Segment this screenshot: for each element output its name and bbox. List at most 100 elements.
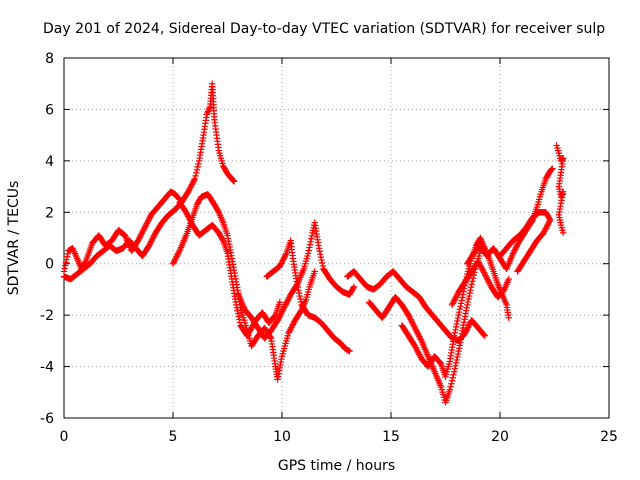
data-point — [61, 265, 68, 272]
data-point — [407, 316, 414, 323]
data-point — [280, 255, 287, 263]
series-track-b — [60, 80, 238, 283]
data-point — [457, 300, 465, 307]
data-point — [411, 323, 418, 330]
data-point — [283, 298, 291, 305]
data-point — [465, 292, 473, 300]
data-point — [453, 293, 460, 300]
data-point — [455, 311, 462, 319]
data-point — [448, 380, 455, 387]
data-point — [451, 297, 458, 304]
data-point — [138, 230, 145, 237]
data-point — [171, 256, 179, 263]
data-point — [194, 163, 201, 171]
data-point — [280, 254, 288, 261]
data-point — [546, 218, 553, 225]
x-tick-label: 15 — [382, 429, 400, 445]
data-point — [405, 311, 412, 319]
data-point — [452, 362, 459, 370]
data-point — [318, 259, 326, 267]
data-point — [306, 241, 314, 248]
data-point — [315, 245, 323, 252]
data-point — [456, 306, 464, 313]
series-track-a — [60, 188, 183, 275]
data-point — [140, 225, 148, 233]
data-point — [317, 253, 325, 261]
data-point — [448, 301, 456, 309]
data-point — [481, 270, 488, 278]
data-point — [505, 275, 512, 283]
series-track-j — [448, 257, 512, 309]
data-point — [485, 279, 493, 286]
data-point — [63, 256, 70, 263]
data-point — [145, 217, 152, 224]
data-point — [452, 359, 460, 367]
data-point — [278, 260, 285, 267]
series-track-g — [344, 268, 488, 345]
data-point — [350, 283, 358, 291]
data-point — [479, 266, 486, 273]
data-point — [290, 319, 297, 327]
data-point — [462, 328, 470, 335]
data-point — [171, 257, 178, 265]
y-tick-label: 2 — [45, 205, 54, 221]
data-point — [307, 238, 314, 245]
data-point — [451, 365, 459, 372]
data-point — [294, 281, 301, 288]
data-point — [276, 299, 284, 306]
data-point — [170, 259, 177, 266]
data-point — [512, 244, 520, 251]
data-point — [546, 216, 554, 224]
data-point — [450, 371, 457, 378]
data-point — [276, 312, 284, 320]
data-point — [454, 350, 462, 358]
data-point — [280, 305, 287, 313]
data-point — [184, 211, 191, 219]
data-point — [278, 308, 286, 315]
data-point — [277, 311, 284, 318]
data-point — [150, 233, 157, 241]
data-point — [172, 254, 180, 262]
data-point — [289, 321, 297, 328]
data-point — [512, 245, 519, 253]
series-track-m — [553, 142, 567, 237]
data-point — [141, 224, 148, 231]
data-point — [308, 232, 316, 239]
data-point — [195, 160, 202, 168]
data-point — [482, 273, 490, 281]
x-tick-label: 20 — [491, 429, 509, 445]
data-point — [134, 237, 142, 244]
data-point — [449, 374, 456, 381]
data-point — [483, 275, 491, 282]
data-point — [305, 247, 312, 254]
data-point — [405, 313, 413, 320]
data-point — [192, 172, 199, 180]
data-point — [187, 182, 195, 190]
data-point — [464, 325, 471, 333]
data-point — [560, 229, 567, 237]
data-point — [459, 294, 466, 301]
data-point — [417, 336, 424, 343]
data-point — [454, 317, 461, 325]
data-point — [139, 228, 146, 236]
data-point — [464, 301, 471, 309]
data-point — [317, 250, 324, 258]
data-point — [459, 291, 467, 298]
x-tick-label: 25 — [600, 429, 618, 445]
data-point — [274, 317, 281, 324]
y-axis-label: SDTVAR / TECUs — [6, 181, 22, 296]
y-tick-label: -2 — [40, 308, 54, 324]
data-point — [452, 323, 460, 331]
data-point — [511, 247, 518, 254]
gridlines — [64, 58, 609, 418]
data-point — [288, 324, 295, 331]
data-point — [480, 267, 487, 275]
data-point — [449, 300, 456, 307]
data-point — [62, 262, 69, 269]
data-point — [448, 377, 456, 384]
data-point — [63, 253, 71, 260]
data-point — [230, 178, 238, 185]
data-point — [188, 181, 196, 188]
data-point — [457, 303, 464, 310]
data-point — [275, 314, 283, 321]
